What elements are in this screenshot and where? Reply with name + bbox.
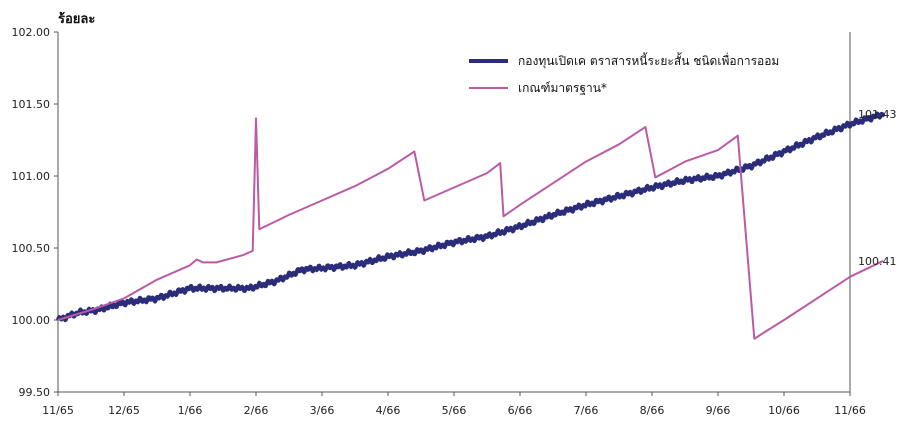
- y-tick-label: 102.00: [12, 26, 51, 39]
- x-tick-label: 12/65: [108, 404, 140, 417]
- y-axis-ticks: 99.50 100.00 100.50 101.00 101.50 102.00: [12, 26, 58, 399]
- y-axis-label: ร้อยละ: [58, 11, 95, 27]
- legend-label: เกณฑ์มาตรฐาน*: [518, 81, 607, 95]
- x-tick-label: 7/66: [574, 404, 599, 417]
- x-tick-label: 4/66: [376, 404, 401, 417]
- x-tick-label: 2/66: [244, 404, 269, 417]
- y-tick-label: 99.50: [19, 386, 51, 399]
- y-tick-label: 101.50: [12, 98, 51, 111]
- series-layer: [56, 111, 885, 340]
- y-tick-label: 101.00: [12, 170, 51, 183]
- end-value-labels: 101.43 100.41: [858, 108, 897, 268]
- x-tick-label: 1/66: [178, 404, 203, 417]
- x-tick-label: 8/66: [640, 404, 665, 417]
- y-tick-label: 100.00: [12, 314, 51, 327]
- x-tick-label: 9/66: [706, 404, 731, 417]
- chart-legend: กองทุนเปิดเค ตราสารหนี้ระยะสั้น ชนิดเพื่…: [469, 52, 779, 95]
- x-tick-label: 3/66: [310, 404, 335, 417]
- legend-label: กองทุนเปิดเค ตราสารหนี้ระยะสั้น ชนิดเพื่…: [518, 52, 779, 69]
- chart-axes: [57, 32, 851, 393]
- series-line-benchmark: [57, 117, 884, 340]
- x-tick-label: 11/65: [42, 404, 74, 417]
- y-tick-label: 100.50: [12, 242, 51, 255]
- series-line-fund: [56, 111, 885, 323]
- x-tick-label: 10/66: [768, 404, 800, 417]
- end-value-label: 101.43: [858, 108, 897, 121]
- x-axis-ticks: 11/65 12/65 1/66 2/66 3/66 4/66 5/66 6/66 7/66 8/…: [42, 392, 866, 417]
- x-tick-label: 5/66: [442, 404, 467, 417]
- x-tick-label: 11/66: [834, 404, 866, 417]
- end-value-label: 100.41: [858, 255, 897, 268]
- x-tick-label: 6/66: [508, 404, 533, 417]
